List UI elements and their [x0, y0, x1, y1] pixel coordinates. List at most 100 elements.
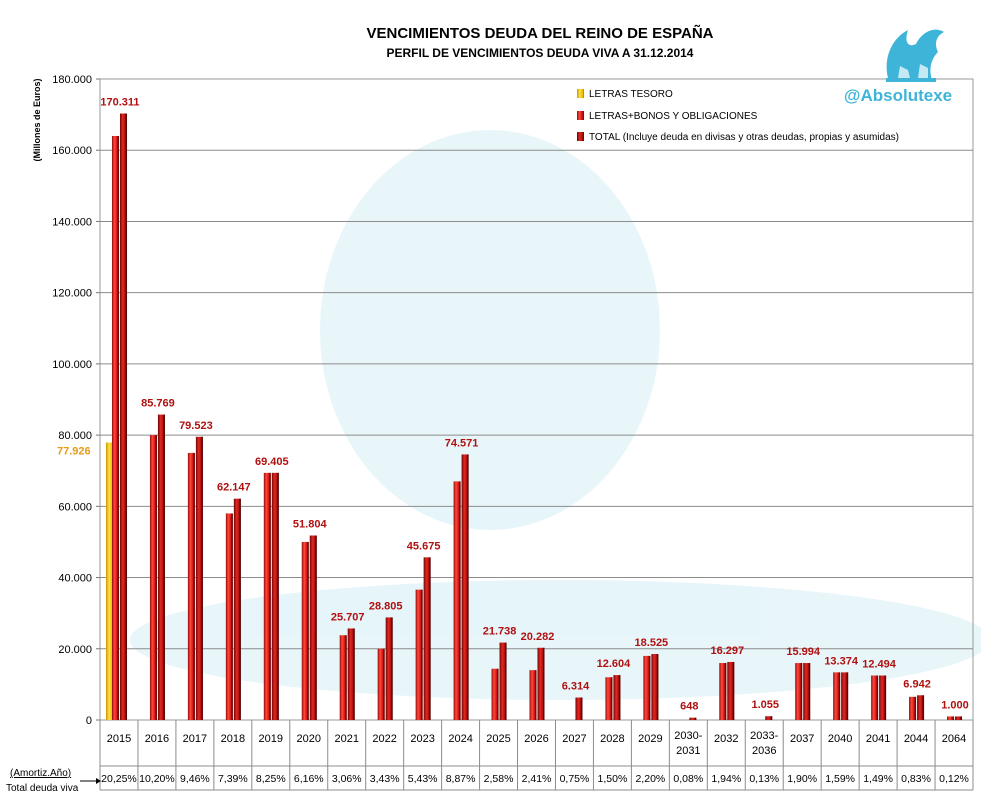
x-percentage-label: 1,94%	[711, 773, 741, 785]
bar-letras-bonos-side	[535, 670, 537, 720]
total-value-label: 15.994	[786, 646, 821, 658]
watermark	[130, 130, 981, 700]
x-category-label: 2064	[942, 733, 966, 745]
y-tick-label: 20.000	[58, 644, 92, 656]
bar-letras-bonos	[529, 670, 537, 720]
legend-label-bonos: LETRAS+BONOS Y OBLIGACIONES	[589, 111, 758, 122]
y-tick-label: 180.000	[52, 74, 92, 86]
data-labels: 170.311 85.769 79.523 62.147 69.405 51.804 25.…	[57, 97, 969, 713]
total-value-label: 1.000	[941, 699, 969, 711]
bar-letras-bonos	[909, 696, 917, 720]
bar-total-side	[277, 472, 279, 720]
bar-letras-bonos-side	[914, 696, 917, 720]
bar-total	[195, 436, 203, 720]
bar-total-side	[125, 113, 127, 721]
y-tick-label: 160.000	[52, 145, 92, 157]
table-row-label-amortiz: (Amortiz.Año)	[10, 768, 71, 779]
y-tick-label: 40.000	[58, 573, 92, 585]
bar-total	[917, 695, 925, 720]
x-percentage-label: 8,87%	[446, 773, 476, 785]
legend-swatch-bonos	[577, 111, 584, 120]
bar-letras-bonos	[301, 541, 309, 720]
bar-total	[765, 716, 773, 720]
bar-letras-bonos	[643, 655, 651, 720]
bar-total-side	[770, 716, 773, 720]
bars	[106, 113, 963, 721]
category-table: 2015 20,25% 2016 10,20% 2017 9,46% 2018 7,39% 20…	[99, 720, 974, 791]
y-axis-label: (Millones de Euros)	[32, 78, 42, 161]
x-percentage-label: 10,20%	[139, 773, 175, 785]
bar-total-side	[618, 675, 621, 720]
x-percentage-label: 0,12%	[939, 773, 969, 785]
table-row-label-total: Total deuda viva	[6, 783, 79, 794]
bar-letras-bonos-side	[421, 589, 423, 720]
x-percentage-label: 1,90%	[787, 773, 817, 785]
total-value-label: 1.055	[751, 699, 779, 711]
x-percentage-label: 1,49%	[863, 773, 893, 785]
bar-letras-bonos	[415, 589, 423, 720]
bar-letras-bonos-side	[648, 655, 651, 720]
bar-total	[271, 472, 279, 720]
bar-total	[423, 557, 431, 720]
bar-total-side	[315, 535, 317, 720]
bar-total	[575, 697, 583, 720]
total-value-label: 62.147	[217, 482, 251, 494]
bar-letras-bonos-side	[117, 135, 119, 720]
total-value-label: 51.804	[293, 519, 328, 531]
bar-total-side	[884, 675, 887, 720]
bar-letras-bonos-side	[724, 663, 727, 720]
bar-letras-bonos	[263, 472, 271, 720]
total-value-label: 6.942	[903, 678, 931, 690]
y-tick-label: 0	[86, 715, 92, 727]
letras-value-label: 77.926	[57, 445, 91, 457]
x-category-label: 2025	[486, 733, 510, 745]
x-category-label: 2015	[107, 733, 131, 745]
x-percentage-label: 1,59%	[825, 773, 855, 785]
x-percentage-label: 3,06%	[332, 773, 362, 785]
x-category-label: 2030-	[674, 730, 702, 742]
bar-total	[233, 498, 241, 720]
bar-total	[385, 617, 393, 720]
x-percentage-label: 0,13%	[749, 773, 779, 785]
bar-total	[841, 672, 849, 720]
total-value-label: 12.494	[862, 659, 897, 671]
x-category-label: 2029	[638, 733, 662, 745]
x-percentage-label: 20,25%	[101, 773, 137, 785]
x-category-label: 2019	[259, 733, 283, 745]
x-percentage-label: 7,39%	[218, 773, 248, 785]
x-percentage-label: 2,58%	[484, 773, 514, 785]
bar-letras-bonos-side	[497, 668, 499, 720]
bar-letras-bonos-side	[269, 472, 271, 720]
total-value-label: 74.571	[445, 437, 479, 449]
legend-swatch-letras	[577, 89, 584, 98]
x-category-label: 2036	[752, 745, 776, 757]
bar-letras-bonos	[187, 452, 195, 720]
x-category-label: 2032	[714, 733, 738, 745]
legend-label-total: TOTAL (Incluye deuda en divisas y otras …	[589, 132, 899, 143]
bar-letras-bonos-side	[610, 677, 613, 720]
bar-letras-bonos	[491, 668, 499, 720]
bar-letras-bonos	[377, 648, 385, 720]
x-category-label: 2037	[790, 733, 814, 745]
griffin-logo-icon	[886, 29, 944, 82]
x-percentage-label: 1,50%	[598, 773, 628, 785]
bar-total-side	[239, 498, 241, 720]
bar-total-side	[163, 414, 165, 720]
x-category-label: 2028	[600, 733, 624, 745]
x-percentage-label: 8,25%	[256, 773, 286, 785]
chart-title: VENCIMIENTOS DEUDA DEL REINO DE ESPAÑA	[367, 24, 714, 42]
bar-total-side	[543, 647, 545, 720]
x-percentage-label: 5,43%	[408, 773, 438, 785]
total-value-label: 20.282	[521, 631, 555, 643]
bar-total	[613, 675, 621, 720]
bar-total	[119, 113, 127, 721]
bar-total	[157, 414, 165, 720]
bar-letras-bonos	[833, 672, 841, 720]
total-value-label: 170.311	[100, 97, 139, 109]
bar-letras-bonos	[111, 135, 119, 720]
bar-total	[537, 647, 545, 720]
y-tick-label: 80.000	[58, 430, 92, 442]
bar-total-side	[694, 717, 697, 720]
bar-total-side	[922, 695, 925, 720]
